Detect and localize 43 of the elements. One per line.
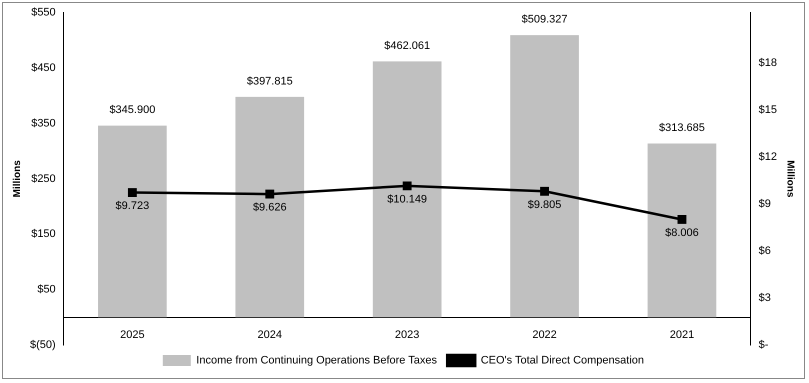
x-tick-label: 2023 bbox=[394, 328, 420, 341]
legend-label: CEO's Total Direct Compensation bbox=[480, 354, 644, 367]
y2-tick-label: $9 bbox=[758, 198, 771, 210]
point bbox=[540, 186, 549, 196]
bar bbox=[98, 126, 167, 318]
y2-tick-label: $6 bbox=[758, 244, 771, 257]
x-tick-label: 2024 bbox=[258, 328, 282, 341]
y-axis-title: Millions bbox=[12, 160, 23, 198]
y-tick-label: $150 bbox=[31, 228, 56, 240]
data-label: $462.061 bbox=[384, 40, 430, 52]
legend-label: Income from Continuing Operations Before Taxes bbox=[196, 354, 438, 367]
point bbox=[402, 181, 412, 190]
y2-tick-label: $18 bbox=[758, 56, 778, 69]
y-tick-label: $250 bbox=[31, 172, 56, 185]
data-label: $8.006 bbox=[665, 227, 699, 240]
y-tick-label: $(50) bbox=[30, 339, 56, 352]
x-tick-label: 2021 bbox=[670, 328, 694, 341]
bar bbox=[372, 61, 442, 318]
data-label: $397.815 bbox=[246, 75, 293, 88]
y-tick-label: $350 bbox=[31, 117, 56, 130]
x-tick-label: 2022 bbox=[532, 328, 557, 341]
y2-tick-label: $12 bbox=[758, 150, 778, 163]
data-label: $313.685 bbox=[659, 122, 705, 134]
data-label: $509.327 bbox=[522, 14, 568, 26]
bar bbox=[235, 96, 304, 318]
x-tick-label: 2025 bbox=[120, 328, 145, 341]
y-tick-label: $50 bbox=[37, 284, 56, 296]
data-label: $9.805 bbox=[528, 198, 562, 211]
y2-axis-title: Millions bbox=[784, 160, 796, 198]
y2-tick-label: $15 bbox=[758, 104, 778, 116]
data-label: $10.149 bbox=[387, 193, 428, 206]
bar bbox=[510, 35, 579, 318]
data-label: $345.900 bbox=[109, 104, 156, 116]
y2-tick-label: $- bbox=[758, 339, 769, 352]
y-tick-label: $450 bbox=[31, 62, 56, 74]
point bbox=[678, 215, 686, 224]
y-tick-label: $550 bbox=[31, 6, 56, 19]
y2-tick-label: $3 bbox=[758, 292, 771, 304]
data-label: $9.626 bbox=[252, 202, 287, 214]
point bbox=[128, 188, 137, 197]
point bbox=[265, 190, 274, 199]
bar bbox=[648, 144, 716, 318]
data-label: $9.723 bbox=[116, 200, 150, 212]
